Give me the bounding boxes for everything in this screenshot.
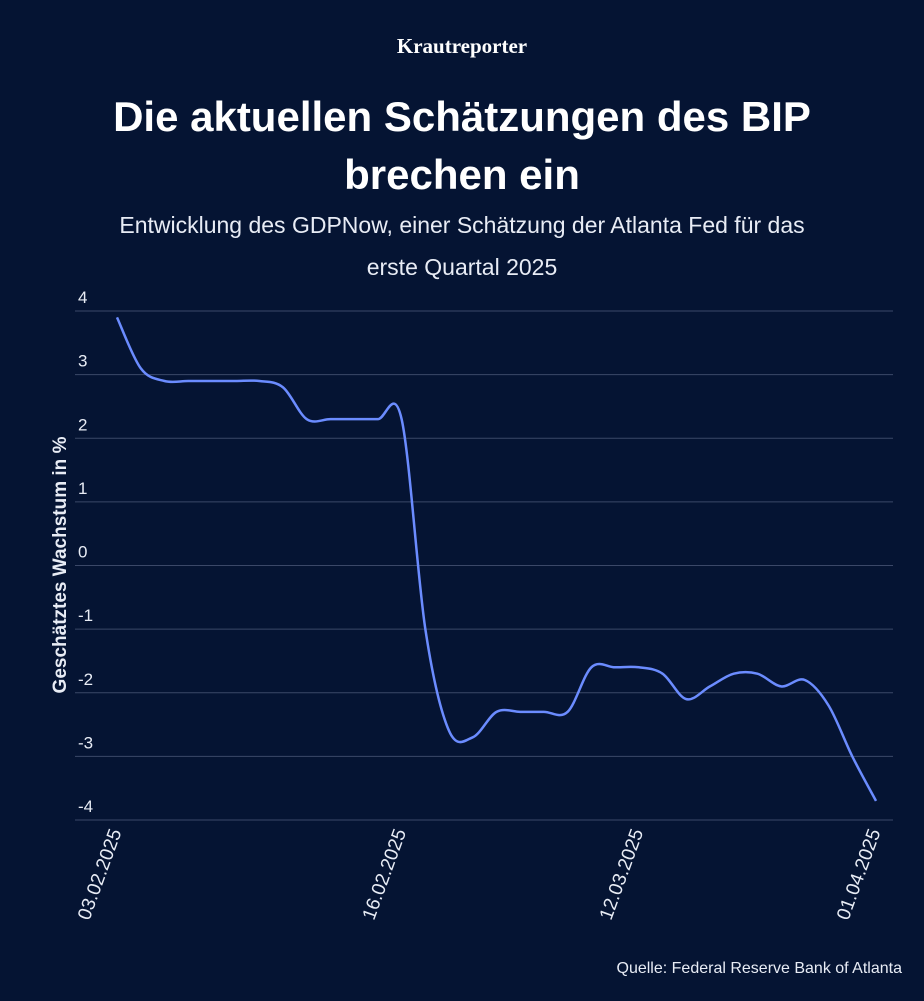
y-tick-label: 2: [78, 415, 87, 434]
chart-subtitle: Entwicklung des GDPNow, einer Schätzung …: [119, 212, 805, 280]
y-tick-label: 3: [78, 352, 87, 371]
chart-title: Die aktuellen Schätzungen des BIP breche…: [113, 93, 811, 198]
source: Quelle: Federal Reserve Bank of Atlanta: [616, 960, 903, 977]
y-tick-label: -2: [78, 670, 93, 689]
y-tick-label: 1: [78, 479, 87, 498]
x-tick-label: 12.03.2025: [596, 826, 648, 923]
y-tick-label: -1: [78, 606, 93, 625]
x-tick-label: 03.02.2025: [74, 826, 126, 923]
y-tick-label: -3: [78, 733, 93, 752]
y-axis-label: Geschätztes Wachstum in %: [50, 436, 71, 693]
x-tick-label: 01.04.2025: [833, 826, 885, 923]
brand: Krautreporter: [396, 34, 528, 58]
y-tick-label: -4: [78, 797, 93, 816]
y-tick-label: 0: [78, 543, 87, 562]
line: [115, 316, 878, 802]
x-tick-label: 16.02.2025: [359, 826, 411, 923]
y-tick-label: 4: [78, 288, 87, 307]
